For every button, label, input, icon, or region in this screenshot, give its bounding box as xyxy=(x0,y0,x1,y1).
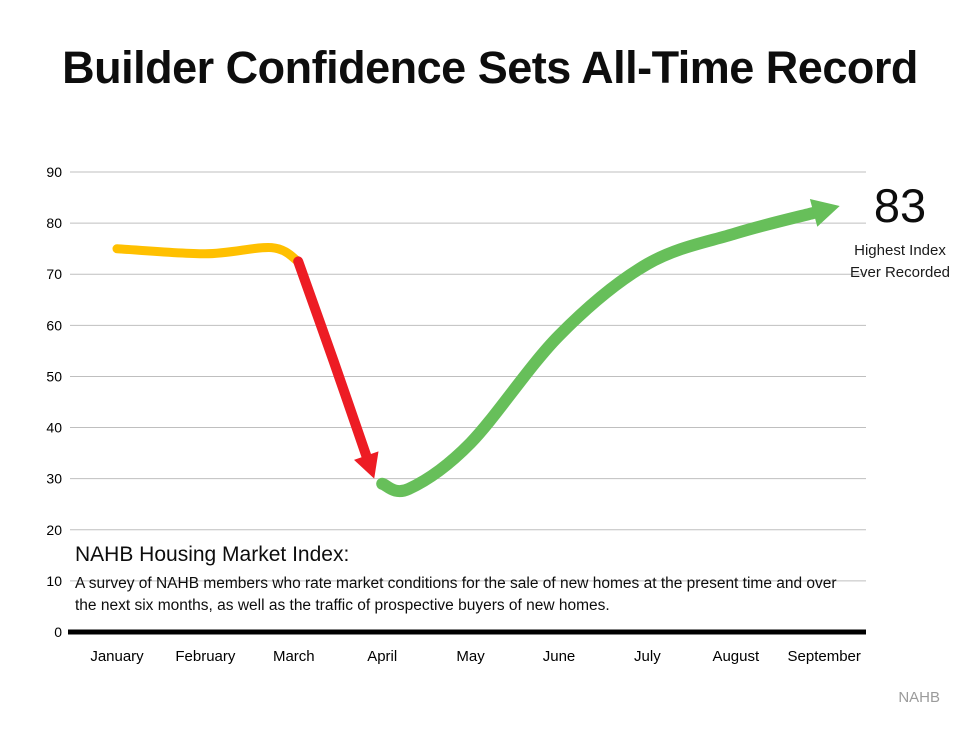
x-axis-label: June xyxy=(543,648,576,665)
chart-note: NAHB Housing Market Index: A survey of N… xyxy=(75,543,845,618)
record-caption-line2: Ever Recorded xyxy=(849,264,951,282)
y-tick-label: 30 xyxy=(46,471,62,487)
y-tick-label: 50 xyxy=(46,368,62,384)
y-tick-label: 20 xyxy=(46,522,62,538)
y-tick-label: 70 xyxy=(46,266,62,282)
y-tick-label: 0 xyxy=(54,624,62,640)
series-segment-decline xyxy=(293,256,372,461)
page-title: Builder Confidence Sets All-Time Record xyxy=(62,42,918,93)
x-axis-label: February xyxy=(175,648,236,665)
chart-note-body: A survey of NAHB members who rate market… xyxy=(75,575,837,615)
y-tick-label: 40 xyxy=(46,420,62,436)
x-axis-label: May xyxy=(456,648,485,665)
x-axis-label: January xyxy=(90,648,144,665)
x-axis-label: April xyxy=(367,648,397,665)
y-tick-label: 60 xyxy=(46,317,62,333)
y-tick-label: 90 xyxy=(46,164,62,180)
record-caption-line1: Highest Index xyxy=(854,241,946,259)
chart-note-heading: NAHB Housing Market Index: xyxy=(75,543,350,566)
x-axis-label: July xyxy=(634,648,661,665)
x-axis-label: March xyxy=(273,648,315,665)
record-value: 83 xyxy=(873,179,927,232)
x-axis-label: August xyxy=(712,648,760,665)
nahb-watermark: NAHB xyxy=(898,689,940,706)
arrowhead-decline xyxy=(354,451,379,479)
y-tick-label: 10 xyxy=(46,573,62,589)
series-segment-steady xyxy=(112,242,303,266)
arrowhead-recovery xyxy=(809,199,840,227)
x-axis-label: September xyxy=(788,648,861,665)
record-callout: 83 Highest Index Ever Recorded xyxy=(840,180,960,285)
series-segment-recovery xyxy=(376,206,820,498)
record-caption: Highest Index Ever Recorded xyxy=(840,240,960,285)
y-tick-label: 80 xyxy=(46,215,62,231)
